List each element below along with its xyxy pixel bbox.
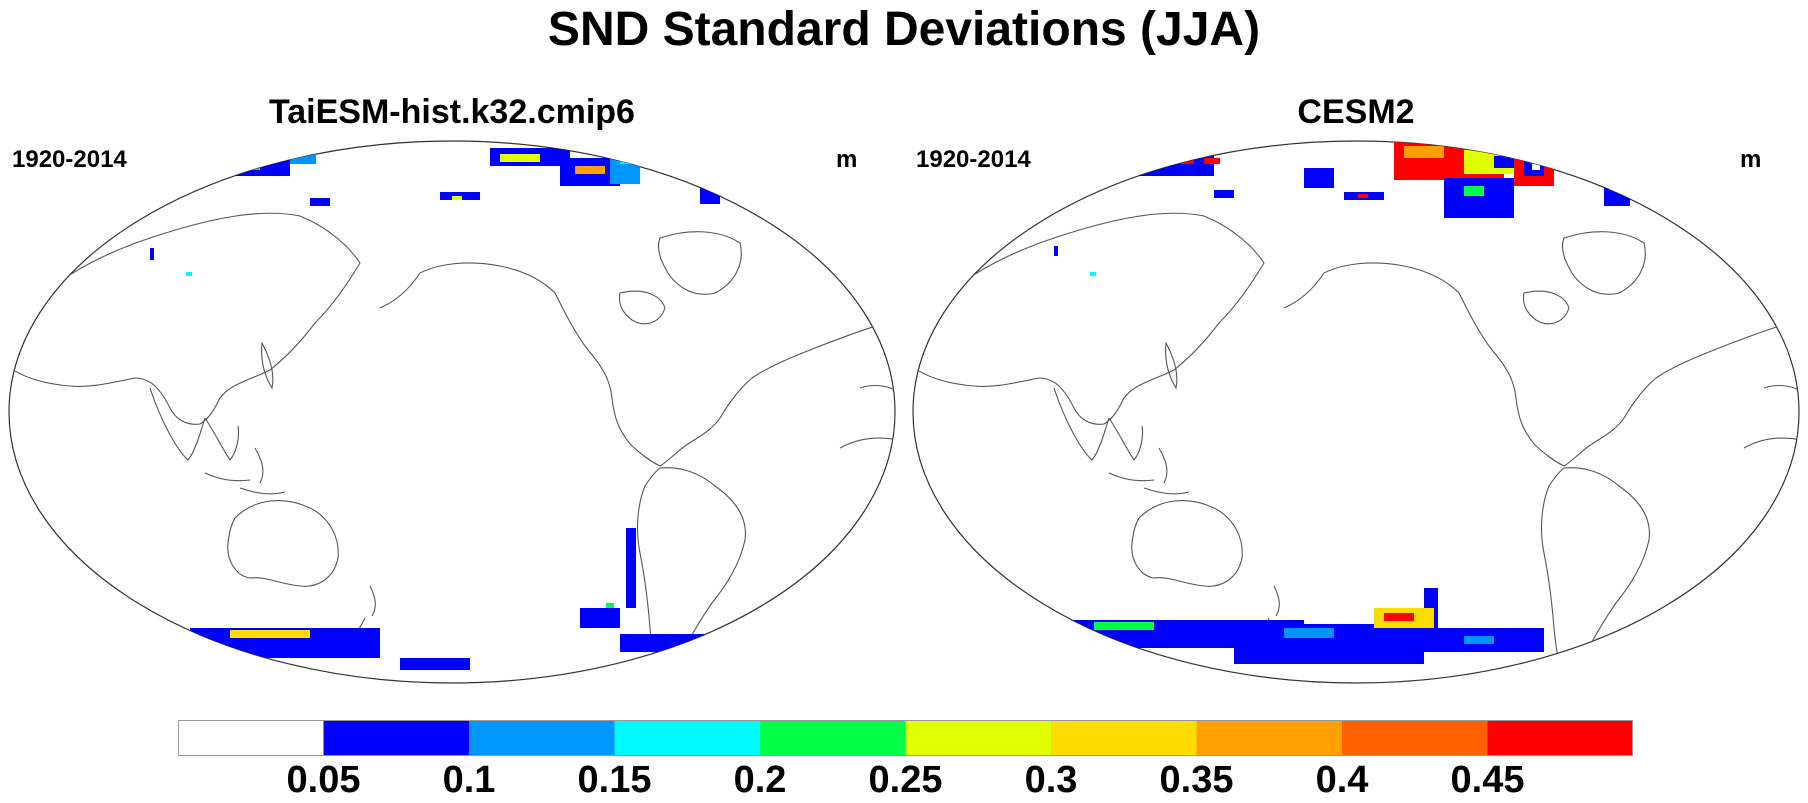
colorbar-tick-label: 0.05 <box>286 759 361 801</box>
figure-title: SND Standard Deviations (JJA) <box>547 3 1261 56</box>
world-map <box>912 140 1800 684</box>
map-boundary <box>912 140 1800 684</box>
colorbar-swatch <box>323 720 470 756</box>
panel-title: CESM2 <box>1297 93 1415 131</box>
colorbar-tick-label: 0.1 <box>442 759 496 801</box>
map-panel-cesm2: CESM2 1920-2014 m <box>904 88 1808 688</box>
colorbar <box>178 720 1633 756</box>
colorbar-border <box>178 720 1633 756</box>
period-label: 1920-2014 <box>12 146 127 173</box>
colorbar-swatch <box>905 720 1052 756</box>
colorbar-tick-label: 0.45 <box>1450 759 1525 801</box>
units-label: m <box>1740 146 1762 173</box>
map-panel-taiesm: TaiESM-hist.k32.cmip6 1920-2014 m <box>0 88 904 688</box>
colorbar-swatch <box>178 720 324 756</box>
colorbar-swatch <box>614 720 761 756</box>
colorbar-tick-label: 0.15 <box>577 759 652 801</box>
colorbar-tick-label: 0.4 <box>1315 759 1369 801</box>
colorbar-swatch <box>1051 720 1197 756</box>
coastlines <box>913 212 1799 683</box>
colorbar-swatch <box>1196 720 1343 756</box>
colorbar-swatch <box>1487 720 1633 756</box>
colorbar-tick-label: 0.25 <box>868 759 943 801</box>
map-boundary <box>8 140 896 684</box>
colorbar-tick-label: 0.2 <box>733 759 787 801</box>
units-label: m <box>836 146 858 173</box>
period-label: 1920-2014 <box>916 146 1031 173</box>
colorbar-tick-label: 0.3 <box>1024 759 1078 801</box>
panel-title: TaiESM-hist.k32.cmip6 <box>269 93 635 131</box>
world-map <box>8 140 896 684</box>
colorbar-swatch <box>469 720 615 756</box>
colorbar-swatch <box>760 720 906 756</box>
colorbar-tick-label: 0.35 <box>1159 759 1234 801</box>
colorbar-swatch <box>1342 720 1488 756</box>
